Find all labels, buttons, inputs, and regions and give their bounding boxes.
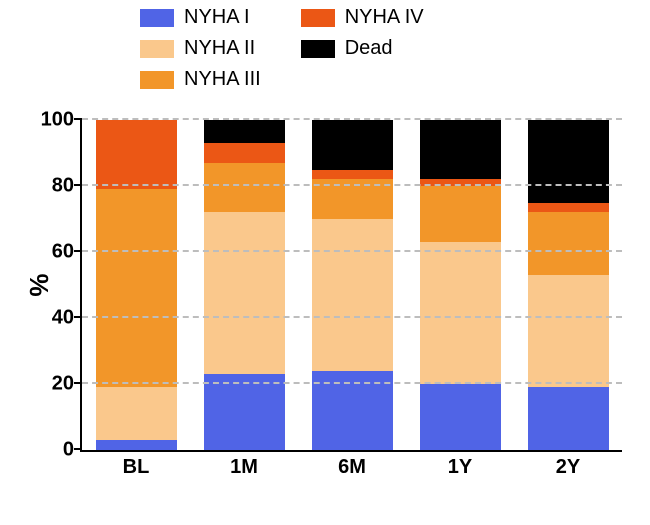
segment-nyha2: [312, 219, 393, 371]
swatch-nyha3: [140, 71, 174, 89]
legend-item-nyha4: NYHA IV: [301, 6, 424, 29]
segment-nyha2: [96, 387, 177, 440]
segment-nyha3: [528, 212, 609, 275]
y-tick-mark: [74, 316, 82, 318]
swatch-dead: [301, 40, 335, 58]
segment-dead: [204, 120, 285, 143]
bar-2Y: [528, 120, 609, 450]
legend-item-nyha1: NYHA I: [140, 6, 261, 29]
gridline: [82, 316, 622, 318]
y-tick-mark: [74, 250, 82, 252]
y-tick-label: 0: [63, 439, 82, 462]
swatch-nyha2: [140, 40, 174, 58]
segment-nyha1: [528, 387, 609, 450]
bars-container: [82, 120, 622, 450]
legend-label-nyha4: NYHA IV: [345, 6, 424, 29]
y-tick-label: 60: [52, 241, 82, 264]
x-tick-label: 1Y: [448, 450, 472, 479]
legend-item-nyha2: NYHA II: [140, 37, 261, 60]
segment-nyha2: [528, 275, 609, 387]
y-axis-label: %: [24, 273, 55, 296]
segment-nyha3: [96, 189, 177, 387]
y-tick-mark: [74, 382, 82, 384]
segment-nyha4: [204, 143, 285, 163]
y-tick-mark: [74, 184, 82, 186]
gridline: [82, 382, 622, 384]
bar-1Y: [420, 120, 501, 450]
segment-dead: [420, 120, 501, 179]
bar-6M: [312, 120, 393, 450]
x-tick-label: 1M: [230, 450, 258, 479]
legend-col-1: NYHA I NYHA II NYHA III: [140, 6, 261, 91]
segment-nyha2: [420, 242, 501, 384]
legend-label-nyha3: NYHA III: [184, 68, 261, 91]
segment-dead: [312, 120, 393, 170]
segment-nyha1: [420, 384, 501, 450]
segment-nyha4: [96, 120, 177, 189]
segment-nyha2: [204, 212, 285, 374]
gridline: [82, 118, 622, 120]
plot-area: 020406080100BL1M6M1Y2Y: [80, 120, 622, 452]
segment-nyha4: [528, 203, 609, 213]
x-tick-label: 2Y: [556, 450, 580, 479]
segment-nyha1: [96, 440, 177, 450]
x-tick-label: 6M: [338, 450, 366, 479]
y-tick-mark: [74, 448, 82, 450]
legend: NYHA I NYHA II NYHA III NYHA IV Dead: [140, 6, 424, 91]
gridline: [82, 184, 622, 186]
segment-nyha3: [420, 186, 501, 242]
y-tick-label: 40: [52, 307, 82, 330]
x-tick-label: BL: [123, 450, 150, 479]
segment-nyha3: [204, 163, 285, 213]
legend-label-nyha2: NYHA II: [184, 37, 255, 60]
segment-dead: [528, 120, 609, 203]
legend-item-nyha3: NYHA III: [140, 68, 261, 91]
bar-BL: [96, 120, 177, 450]
segment-nyha4: [312, 170, 393, 180]
legend-label-nyha1: NYHA I: [184, 6, 250, 29]
swatch-nyha4: [301, 9, 335, 27]
y-tick-label: 100: [41, 109, 82, 132]
y-tick-label: 80: [52, 175, 82, 198]
y-tick-mark: [74, 118, 82, 120]
legend-col-2: NYHA IV Dead: [301, 6, 424, 91]
gridline: [82, 250, 622, 252]
legend-label-dead: Dead: [345, 37, 393, 60]
segment-nyha1: [204, 374, 285, 450]
legend-item-dead: Dead: [301, 37, 424, 60]
swatch-nyha1: [140, 9, 174, 27]
bar-1M: [204, 120, 285, 450]
y-tick-label: 20: [52, 373, 82, 396]
